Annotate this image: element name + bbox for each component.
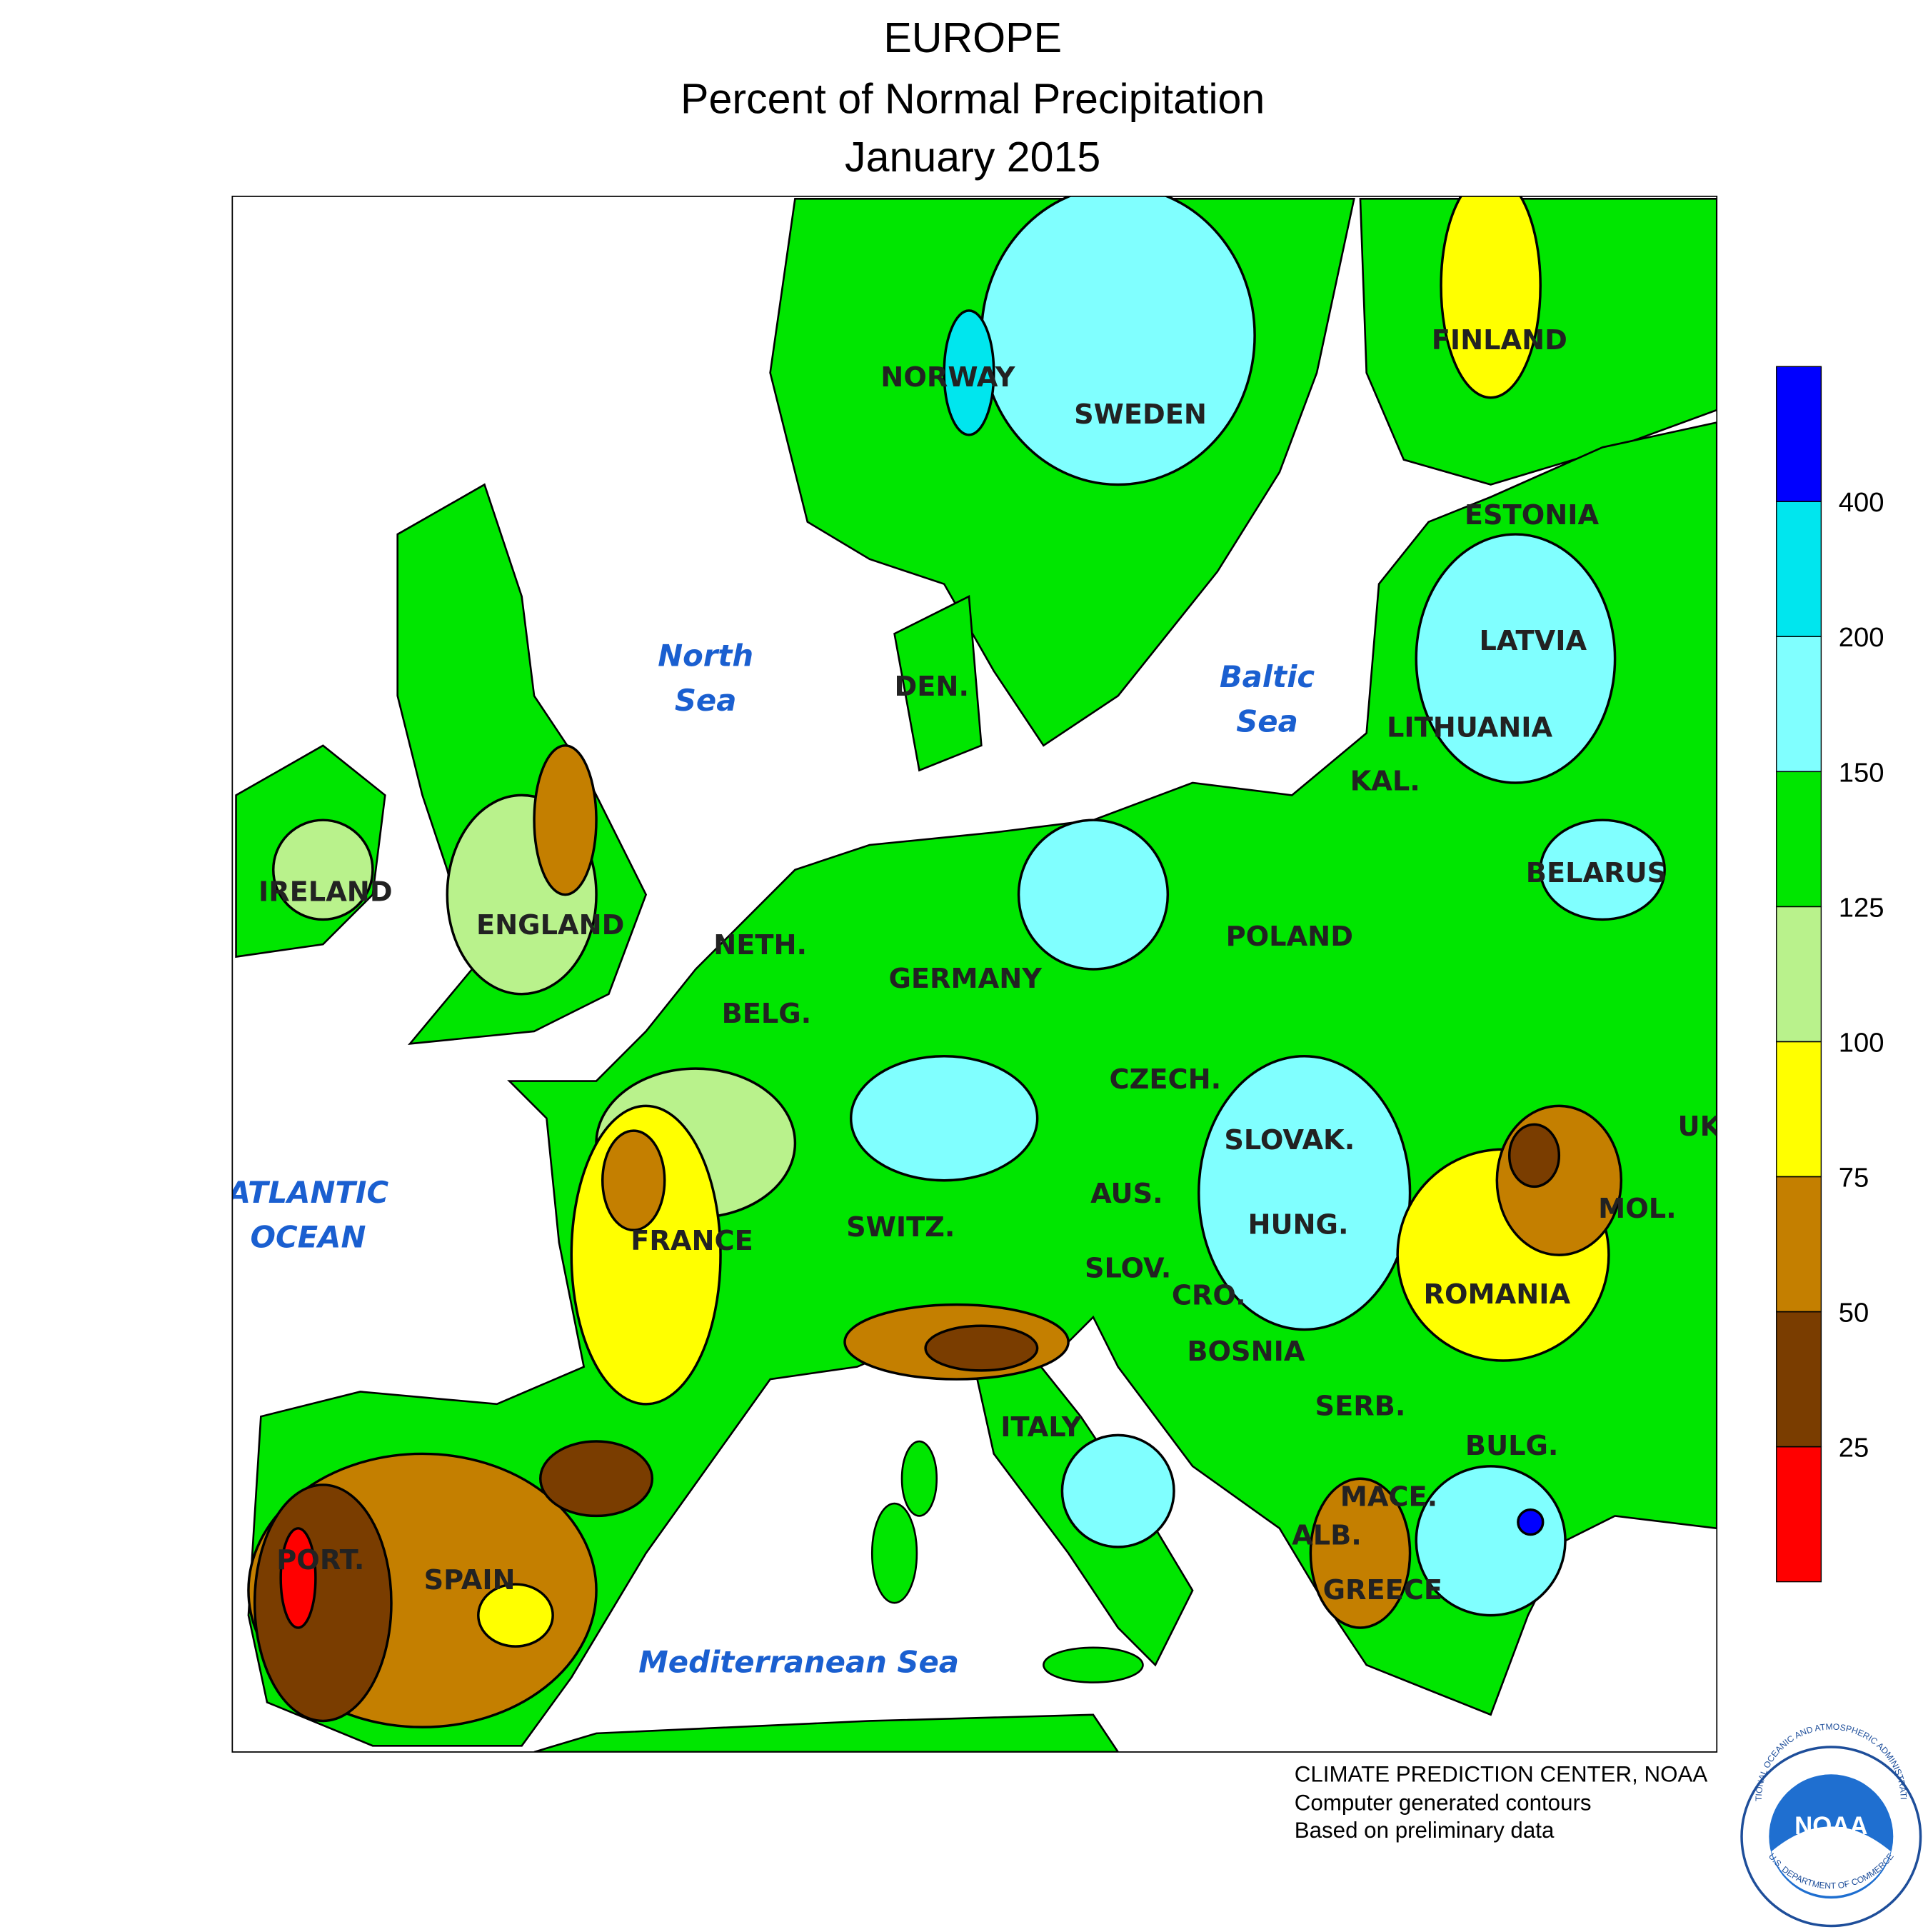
sea-label: Baltic (1220, 659, 1315, 694)
map-labels: NORWAY SWEDEN FINLAND ESTONIA LATVIA LITHUANI… (226, 324, 1722, 1680)
legend-bin (1776, 1176, 1822, 1313)
map-frame (231, 196, 1718, 1753)
legend-bin (1776, 1311, 1822, 1448)
contours (247, 196, 1666, 1728)
legend-label: 400 (1839, 487, 1884, 518)
legend-bin (1776, 501, 1822, 637)
country-label: BELG. (722, 998, 812, 1030)
country-label: HUNG. (1247, 1209, 1348, 1241)
legend-label: 75 (1839, 1162, 1869, 1193)
country-label: SLOV. (1085, 1252, 1171, 1284)
country-label: POLAND (1226, 921, 1353, 953)
title-line: EUROPE (883, 14, 1062, 61)
country-label: SLOVAK. (1224, 1124, 1355, 1156)
legend-bin (1776, 906, 1822, 1043)
sea-label: Mediterranean Sea (638, 1645, 959, 1680)
country-label: DEN. (895, 671, 969, 703)
legend-bin (1776, 1446, 1822, 1583)
country-label: ROMANIA (1424, 1278, 1571, 1311)
country-label: CRO. (1172, 1280, 1246, 1312)
map: NORWAY SWEDEN FINLAND ESTONIA LATVIA LITHUANI… (226, 196, 1722, 1752)
country-label: BULG. (1465, 1430, 1559, 1462)
legend-label: 125 (1839, 892, 1884, 923)
country-label: KAL. (1350, 765, 1420, 797)
sea-label: Sea (675, 683, 737, 718)
country-label: SWITZ. (846, 1211, 955, 1243)
country-label: MACE. (1340, 1481, 1437, 1513)
legend-bin (1776, 636, 1822, 773)
country-label: UK (1678, 1111, 1722, 1143)
legend-label: 200 (1839, 622, 1884, 653)
country-label: NETH. (713, 929, 807, 961)
country-label: ALB. (1292, 1519, 1362, 1551)
legend-label: 50 (1839, 1297, 1869, 1328)
country-label: AUS. (1090, 1178, 1163, 1210)
country-label: IRELAND (258, 876, 393, 908)
country-label: NORWAY (880, 361, 1015, 394)
country-label: GERMANY (889, 963, 1043, 995)
credit-line: Computer generated contours (1295, 1791, 1592, 1816)
legend: 25 50 75 100 125 150 200 400 (1776, 366, 1884, 1583)
legend-bin (1776, 366, 1822, 502)
legend-bin (1776, 771, 1822, 908)
legend-label: 150 (1839, 757, 1884, 788)
country-label: ESTONIA (1465, 499, 1600, 531)
country-label: SWEDEN (1074, 399, 1207, 431)
country-label: ITALY (1000, 1411, 1082, 1443)
title-line: Percent of Normal Precipitation (681, 74, 1265, 122)
sea-label: Sea (1236, 704, 1298, 739)
country-label: MOL. (1598, 1193, 1677, 1225)
country-label: LATVIA (1479, 625, 1587, 657)
country-label: SERB. (1315, 1391, 1406, 1423)
sea-label: North (658, 638, 753, 673)
credit-line: Based on preliminary data (1295, 1818, 1555, 1843)
country-label: BELARUS (1526, 857, 1667, 889)
country-label: SPAIN (424, 1564, 516, 1596)
country-label: FRANCE (631, 1225, 753, 1257)
sea-label: OCEAN (250, 1220, 366, 1255)
title-line: January 2015 (845, 133, 1100, 181)
country-label: FINLAND (1432, 324, 1567, 356)
sea-label: ATLANTIC (226, 1175, 389, 1210)
country-label: GREECE (1323, 1574, 1442, 1606)
legend-label: 100 (1839, 1027, 1884, 1058)
country-label: CZECH. (1110, 1063, 1222, 1096)
country-label: LITHUANIA (1387, 712, 1553, 744)
credit-line: CLIMATE PREDICTION CENTER, NOAA (1295, 1762, 1708, 1787)
country-label: ENGLAND (476, 909, 624, 941)
legend-bin (1776, 1041, 1822, 1178)
logo-name: NOAA (1794, 1813, 1867, 1840)
country-label: BOSNIA (1187, 1336, 1305, 1368)
legend-label: 25 (1839, 1432, 1869, 1463)
country-label: PORT. (276, 1544, 364, 1576)
